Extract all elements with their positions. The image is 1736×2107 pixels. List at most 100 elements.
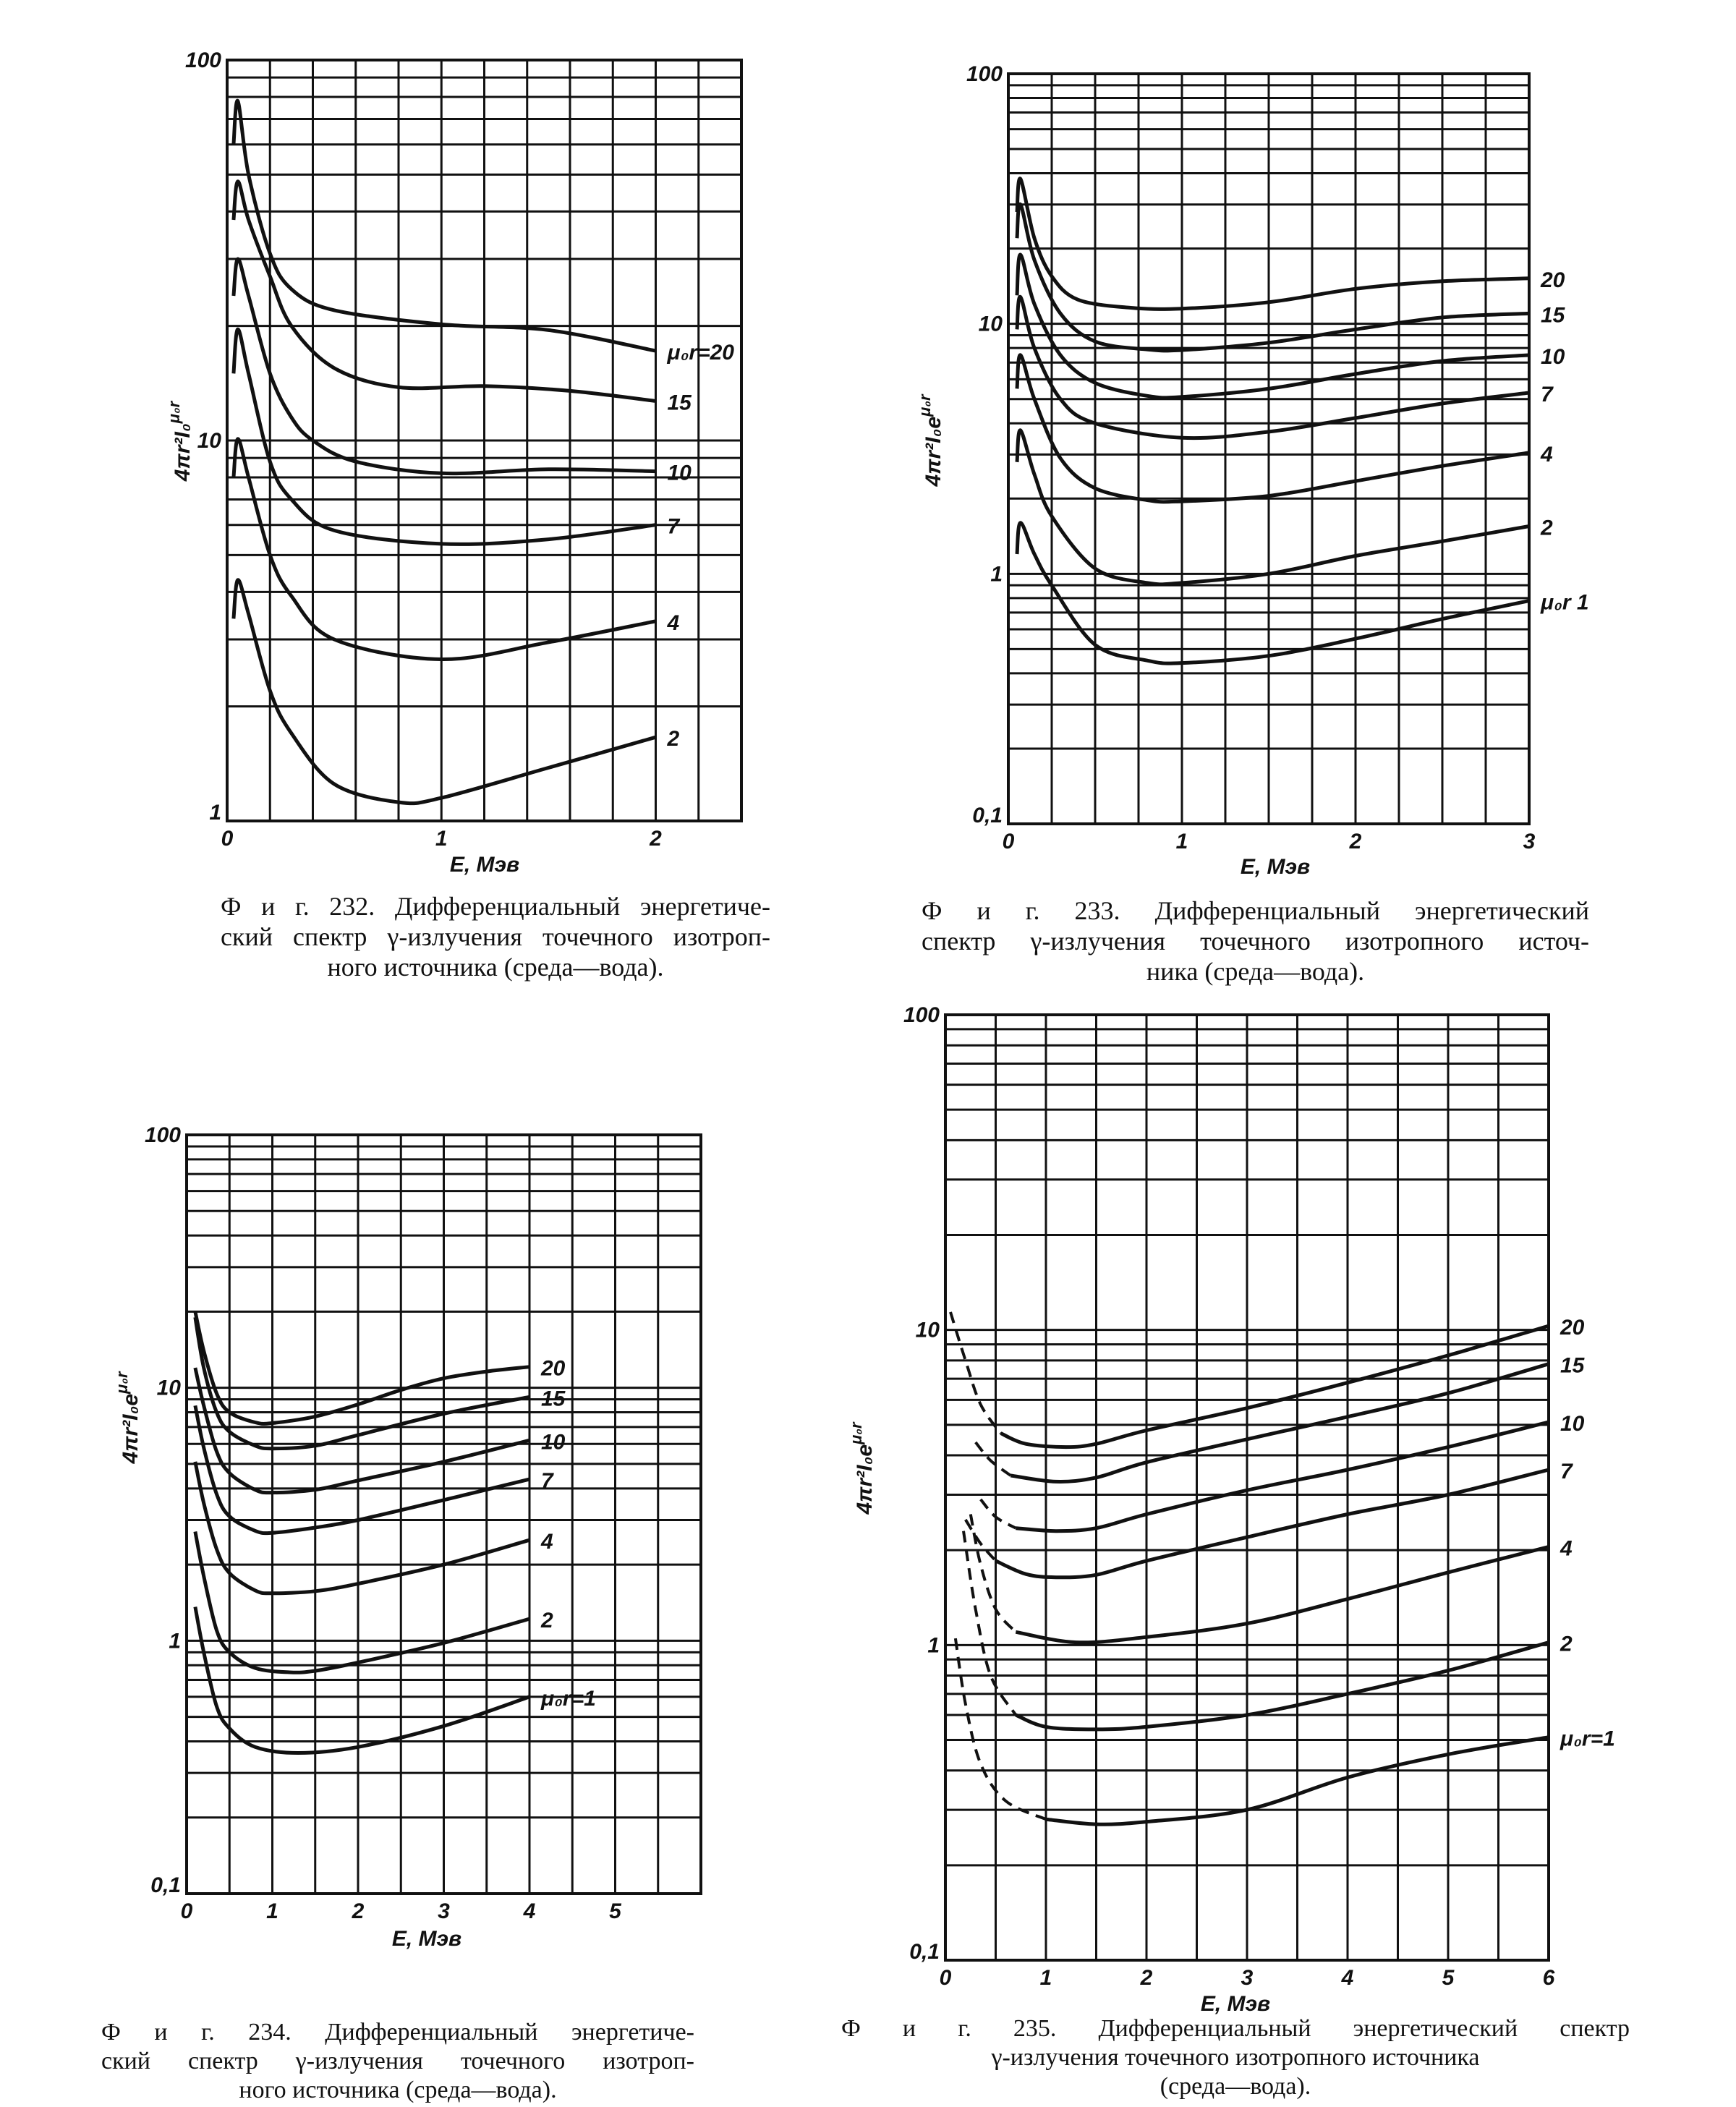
curve-label: 20 bbox=[1560, 1316, 1585, 1340]
curve-line bbox=[231, 99, 656, 353]
x-tick-label: 0 bbox=[181, 1899, 193, 1923]
curve-line bbox=[193, 1531, 530, 1674]
y-tick-label: 1 bbox=[927, 1633, 940, 1657]
series-20: 20 bbox=[1015, 176, 1565, 311]
curve-label: 20 bbox=[540, 1357, 566, 1381]
y-axis-label-exponent: μ₀r bbox=[113, 1371, 131, 1395]
x-axis-label: E, Мэв bbox=[450, 853, 519, 877]
curve-line bbox=[1015, 428, 1530, 587]
curve-dashed-segment bbox=[974, 1441, 1012, 1477]
series-2: 2 bbox=[231, 578, 680, 806]
series-r1: μ₀r=1 bbox=[193, 1606, 596, 1755]
caption-line: (среда—вода). bbox=[1160, 2073, 1311, 2100]
curve-label: 7 bbox=[1541, 383, 1554, 406]
x-tick-label: 2 bbox=[352, 1899, 365, 1923]
series-r1: μ₀r=1 bbox=[953, 1638, 1615, 1826]
x-axis-label: E, Мэв bbox=[392, 1927, 461, 1951]
curve-label: μ₀r 1 bbox=[1540, 591, 1589, 615]
x-axis-label: E, Мэв bbox=[1201, 1992, 1270, 2016]
y-axis-label-exponent: μ₀r bbox=[916, 393, 934, 417]
curve-label: 7 bbox=[668, 515, 681, 539]
x-tick-label: 1 bbox=[1040, 1966, 1052, 1990]
series-2: 2 bbox=[1015, 428, 1553, 587]
caption-fig-233: Ф и г. 233. Дифференциальный энергетичес… bbox=[922, 895, 1589, 987]
grid bbox=[226, 59, 743, 822]
y-tick-label: 10 bbox=[157, 1376, 182, 1400]
curve-dashed-segment bbox=[962, 1531, 1017, 1716]
y-tick-label: 0,1 bbox=[972, 804, 1003, 827]
x-tick-label: 6 bbox=[1543, 1966, 1555, 1990]
curve-label: 2 bbox=[1560, 1633, 1573, 1656]
series-4: 4 bbox=[193, 1461, 553, 1596]
curve-line bbox=[1015, 1545, 1549, 1645]
curve-label: 10 bbox=[668, 461, 692, 485]
caption-line: спектр γ-излучения точечного изотропного… bbox=[922, 927, 1589, 955]
curve-line bbox=[231, 257, 656, 476]
curve-label: 7 bbox=[1560, 1460, 1573, 1484]
caption-line: ного источника (среда—вода). bbox=[239, 2077, 557, 2103]
series-15: 15 bbox=[1015, 203, 1566, 353]
x-tick-label: 4 bbox=[1341, 1966, 1354, 1990]
series-20: 20 bbox=[193, 1311, 566, 1426]
curve-line bbox=[193, 1606, 530, 1755]
chart-fig-234: 0,1 1 10 100 0 1 2 3 4 5 E, Мэв 4πr²I₀eμ₀r 20 15 10 7 4 2… bbox=[113, 1123, 702, 1951]
series-15: 15 bbox=[193, 1316, 566, 1451]
curve-line bbox=[1015, 521, 1530, 665]
y-axis-label-exponent: μ₀r bbox=[165, 400, 183, 424]
series-10: 10 bbox=[1015, 252, 1565, 400]
curve-line bbox=[1015, 295, 1530, 440]
x-tick-label: 2 bbox=[1349, 830, 1362, 854]
caption-line: Ф и г. 235. Дифференциальный энергетичес… bbox=[841, 2015, 1630, 2042]
series-7: 7 bbox=[1015, 295, 1554, 440]
series-7: 7 bbox=[231, 327, 681, 546]
series-7: 7 bbox=[964, 1460, 1573, 1580]
curve-line bbox=[995, 1468, 1549, 1580]
curve-label: 2 bbox=[667, 727, 680, 751]
x-tick-label: 2 bbox=[1140, 1966, 1153, 1990]
caption-line: ного источника (среда—вода). bbox=[327, 953, 664, 982]
series-r20: μ₀r=20 bbox=[231, 99, 735, 365]
chart-fig-233: 0,1 1 10 100 0 1 2 3 E, Мэв 4πr²I₀eμ₀r 20 15 10 7 4 2 μ₀… bbox=[916, 62, 1589, 879]
curve-line bbox=[231, 179, 656, 403]
curve-dashed-segment bbox=[979, 1498, 1017, 1530]
curve-line bbox=[231, 437, 656, 662]
y-tick-label: 100 bbox=[966, 62, 1003, 86]
x-tick-label: 3 bbox=[1523, 830, 1536, 854]
curve-line bbox=[231, 578, 657, 806]
curve-label: 10 bbox=[1541, 345, 1565, 369]
series-2: 2 bbox=[193, 1531, 553, 1674]
curve-line bbox=[193, 1367, 530, 1495]
x-tick-label: 1 bbox=[435, 827, 448, 851]
curve-label: 4 bbox=[1560, 1537, 1573, 1561]
curve-label: 15 bbox=[668, 391, 693, 414]
y-tick-label: 1 bbox=[990, 562, 1003, 586]
curve-line bbox=[193, 1461, 530, 1596]
x-tick-label: 1 bbox=[1176, 830, 1188, 854]
y-axis-label-base: 4πr²I₀ bbox=[171, 423, 195, 482]
curve-label: 15 bbox=[1560, 1354, 1586, 1378]
y-tick-label: 10 bbox=[916, 1319, 940, 1342]
curve-line bbox=[1010, 1362, 1549, 1484]
curve-label: μ₀r=20 bbox=[667, 341, 735, 365]
y-tick-label: 1 bbox=[209, 801, 221, 825]
caption-line: γ-излучения точечного изотропного источн… bbox=[991, 2044, 1480, 2071]
curve-label: 15 bbox=[541, 1387, 566, 1410]
curve-label: μ₀r=1 bbox=[1560, 1727, 1615, 1751]
x-axis-label: E, Мэв bbox=[1241, 855, 1310, 879]
curve-label: 2 bbox=[1540, 516, 1553, 540]
y-tick-label: 10 bbox=[197, 429, 222, 453]
curve-line bbox=[193, 1405, 530, 1536]
series-10: 10 bbox=[979, 1412, 1585, 1533]
series-r1: μ₀r 1 bbox=[1015, 521, 1589, 665]
plot-frame bbox=[1007, 72, 1531, 825]
caption-fig-232: Ф и г. 232. Дифференциальный энергетиче-… bbox=[221, 891, 770, 982]
plot-frame bbox=[226, 59, 743, 822]
curve-label: 15 bbox=[1541, 303, 1566, 327]
y-tick-label: 100 bbox=[145, 1123, 181, 1147]
y-tick-label: 0,1 bbox=[909, 1940, 940, 1964]
caption-line: ника (среда—вода). bbox=[1146, 957, 1365, 986]
x-tick-label: 5 bbox=[609, 1899, 622, 1923]
curve-label: 20 bbox=[1540, 268, 1565, 292]
